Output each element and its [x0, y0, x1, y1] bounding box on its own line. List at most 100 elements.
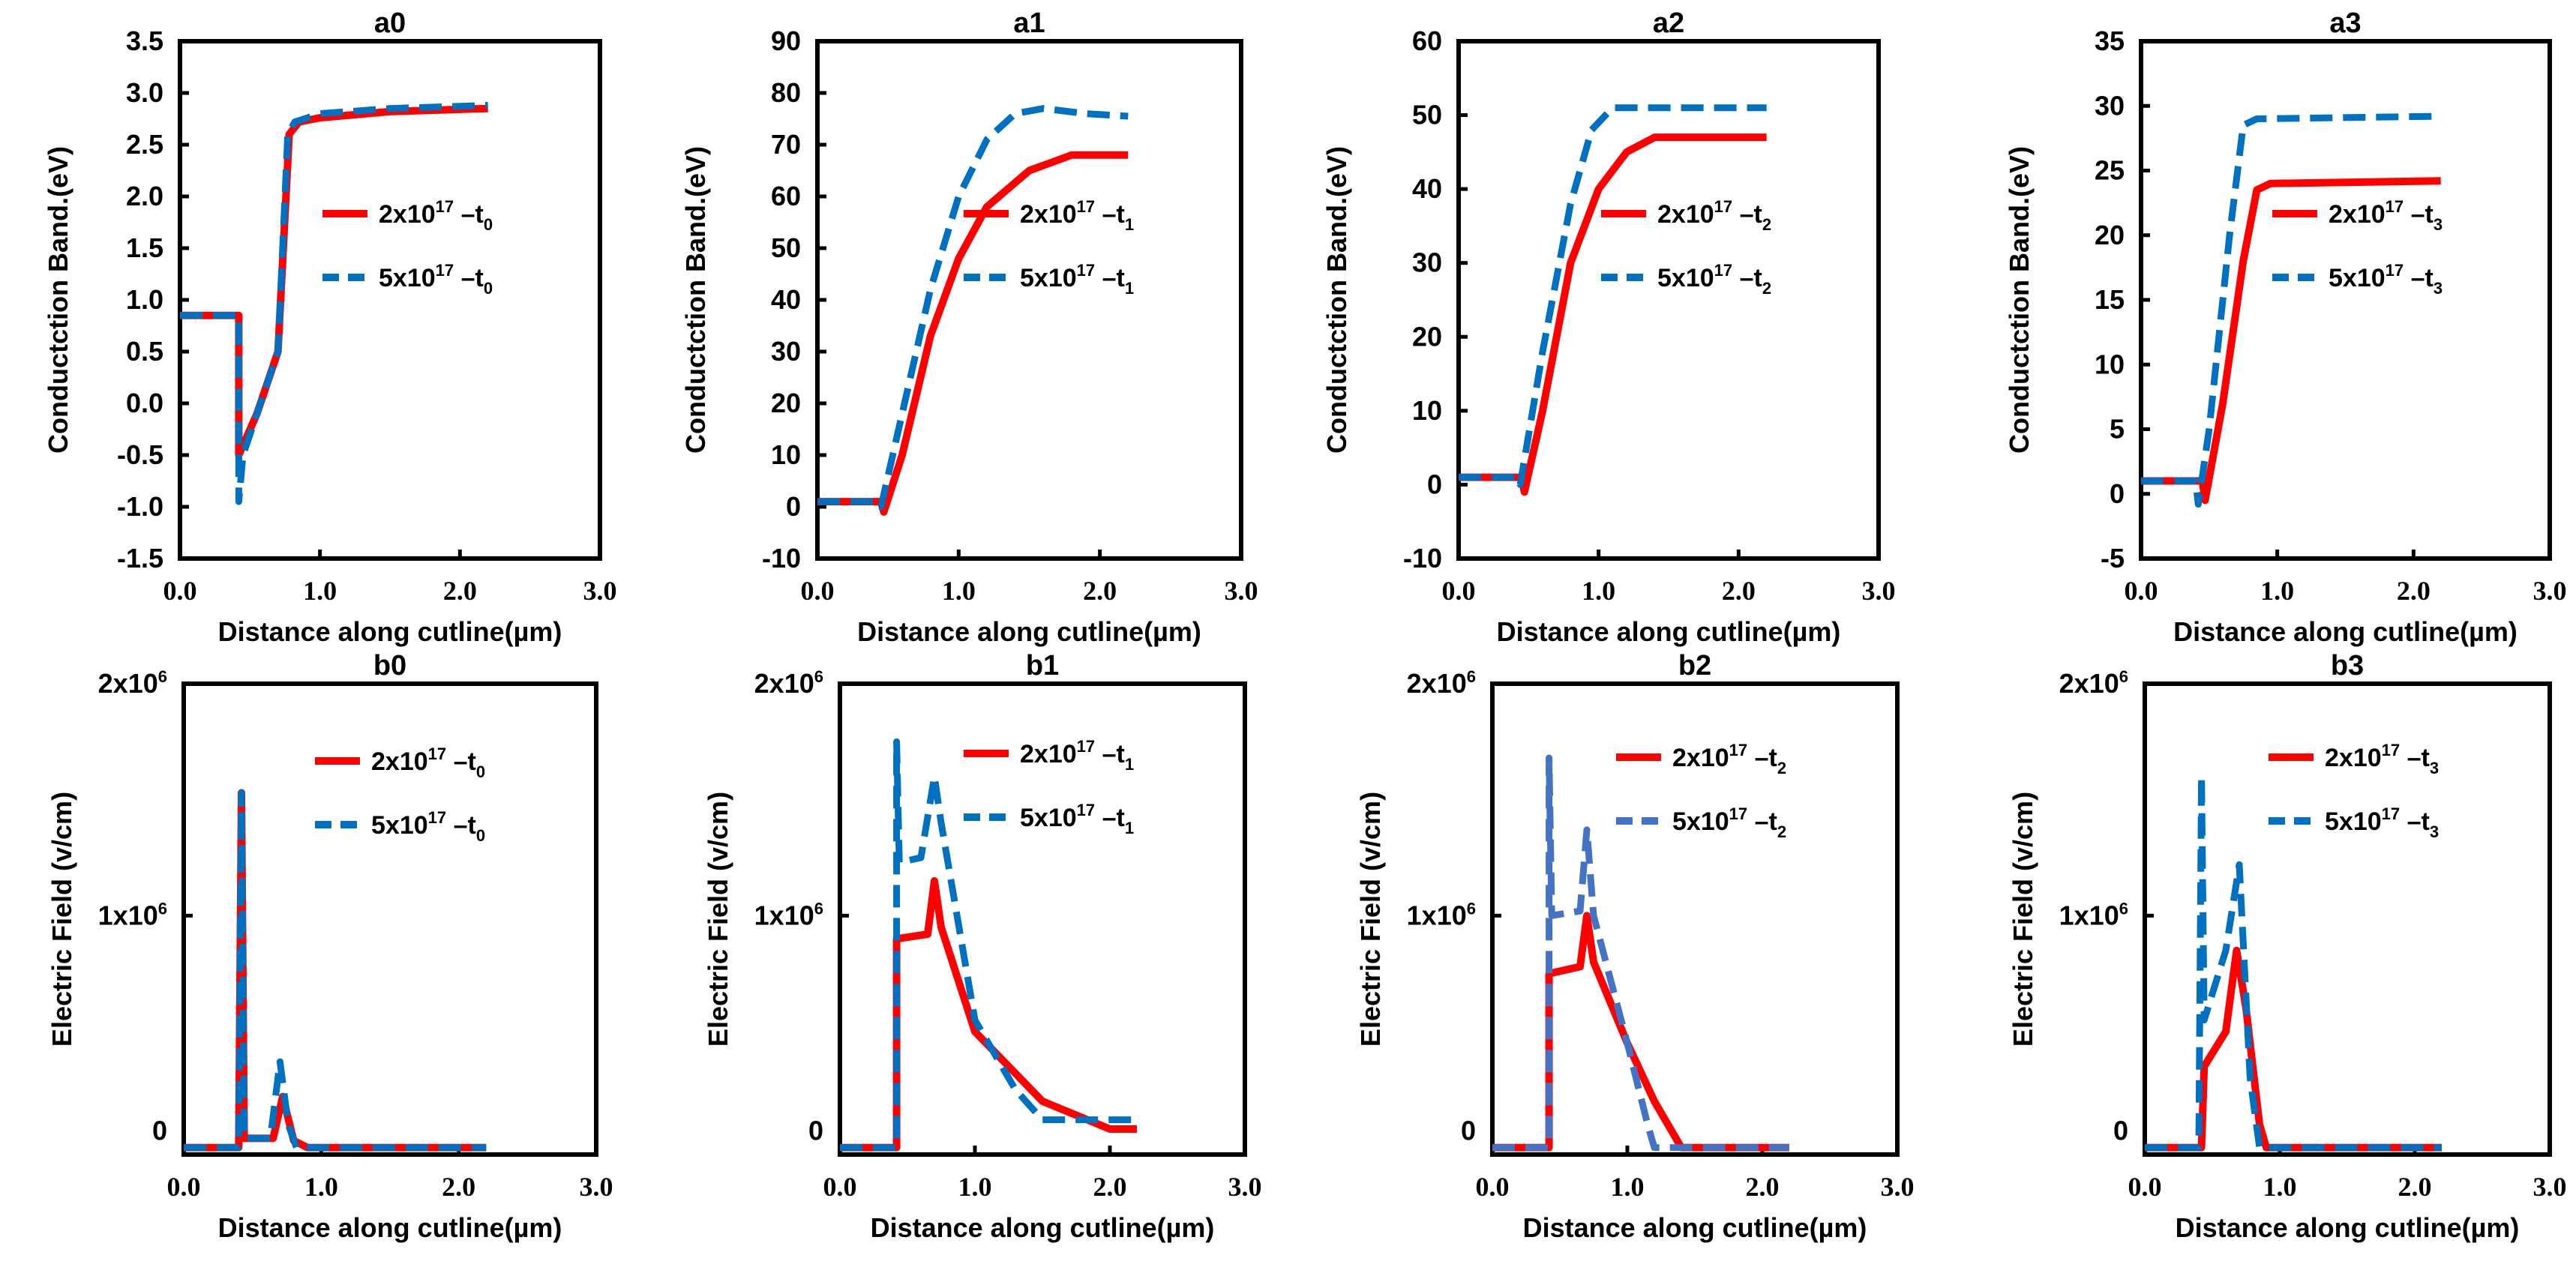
legend-subscript: 0 — [476, 826, 485, 845]
y-tick-base: 0 — [1461, 1116, 1476, 1146]
y-tick-label: 50 — [771, 232, 801, 263]
y-tick-label: -5 — [2101, 543, 2125, 574]
legend-suffix: –t — [1095, 200, 1125, 229]
legend-suffix: –t — [1732, 200, 1762, 229]
legend-subscript: 3 — [2434, 215, 2443, 234]
legend-suffix: –t — [2404, 200, 2434, 229]
y-tick-label: 15 — [2095, 284, 2125, 315]
legend-exponent: 17 — [2382, 804, 2400, 823]
legend-base: 5x10 — [1020, 264, 1077, 292]
y-tick-base: 2x10 — [98, 668, 158, 699]
legend-base: 5x10 — [379, 264, 436, 292]
x-axis-label: Distance along cutline(µm) — [871, 1212, 1215, 1243]
y-tick-label: -10 — [1403, 543, 1442, 574]
series-line-2e17 — [1492, 912, 1789, 1152]
y-tick-label: 10 — [771, 439, 801, 470]
legend-subscript: 1 — [1125, 755, 1134, 774]
legend-suffix: –t — [454, 264, 484, 292]
y-axis-label: Conductction Band.(eV) — [2004, 146, 2035, 454]
legend-base: 5x10 — [2325, 807, 2382, 836]
legend-exponent: 17 — [436, 261, 454, 280]
y-tick-label: 10 — [2095, 349, 2125, 379]
y-tick-label: 2x106 — [754, 667, 823, 699]
legend-base: 2x10 — [1020, 200, 1077, 229]
x-tick-label: 3.0 — [580, 1172, 613, 1202]
y-tick-label: 20 — [771, 388, 801, 418]
y-tick-label: 1.5 — [126, 232, 163, 263]
panel-a0: a0 0.0 1.0 2.0 3.0 Distance along cutline(µm)… — [43, 7, 617, 647]
x-tick-label: 1.0 — [942, 576, 976, 606]
series-line-2e17 — [180, 104, 488, 459]
x-tick-label: 0.0 — [1442, 576, 1476, 606]
legend-exponent: 17 — [1714, 261, 1732, 280]
y-axis-label: Electric Field (v/cm) — [703, 792, 733, 1047]
y-tick-label: 1x106 — [754, 899, 823, 930]
panel-a1: a1 0.0 1.0 2.0 3.0 Distance along cutline(µm)… — [680, 7, 1258, 647]
chart-title: b2 — [1678, 650, 1711, 681]
x-tick-label: 2.0 — [1093, 1172, 1127, 1202]
legend-suffix: –t — [1095, 804, 1125, 832]
y-tick-label: 60 — [771, 181, 801, 211]
y-tick-exponent: 6 — [814, 899, 823, 918]
chart-title: a0 — [374, 7, 406, 39]
legend-base: 2x10 — [2325, 744, 2382, 772]
y-tick-label: 0.0 — [126, 388, 163, 418]
x-tick-label: 3.0 — [1881, 1172, 1915, 1202]
legend-label: 5x1017 –t3 — [2329, 261, 2443, 298]
legend-exponent: 17 — [428, 808, 446, 827]
chart-title: a2 — [1653, 7, 1684, 39]
x-axis-label: Distance along cutline(µm) — [218, 616, 562, 647]
legend-suffix: –t — [1095, 264, 1125, 292]
legend-suffix: –t — [446, 747, 476, 776]
y-tick-label: 1x106 — [1407, 899, 1476, 930]
series-line-5e17 — [180, 102, 488, 505]
x-tick-label: 2.0 — [442, 1172, 475, 1202]
legend-subscript: 1 — [1125, 279, 1134, 298]
y-tick-label: 20 — [2095, 220, 2125, 250]
legend-suffix: –t — [2400, 744, 2430, 772]
legend-base: 2x10 — [371, 747, 428, 776]
legend-base: 2x10 — [1657, 200, 1714, 229]
plot-frame — [1490, 681, 1900, 1157]
legend-subscript: 0 — [476, 762, 485, 781]
legend-label: 2x1017 –t3 — [2325, 741, 2439, 777]
x-axis-label: Distance along cutline(µm) — [2176, 1212, 2520, 1243]
plot-frame — [1456, 39, 1881, 561]
panel-b1: b1 0.0 1.0 2.0 3.0 Distance along cutline(µm)… — [703, 650, 1262, 1243]
x-axis-label: Distance along cutline(µm) — [218, 1212, 562, 1243]
y-tick-label: 0 — [1427, 469, 1442, 499]
x-tick-label: 0.0 — [1476, 1172, 1510, 1202]
y-tick-label: 40 — [1412, 173, 1442, 204]
y-axis-label: Conductction Band.(eV) — [43, 146, 73, 454]
series-line-5e17 — [184, 789, 487, 1152]
y-tick-label: 2.5 — [126, 129, 163, 160]
series-line-2e17 — [2141, 177, 2441, 505]
panel-b0: b0 0.0 1.0 2.0 3.0 Distance along cutline(µm)… — [46, 650, 613, 1243]
y-tick-label: 30 — [771, 336, 801, 367]
legend-exponent: 17 — [1714, 197, 1732, 216]
series-line-2e17 — [184, 789, 487, 1152]
x-tick-label: 3.0 — [1225, 576, 1258, 606]
legend-label: 5x1017 –t2 — [1672, 804, 1786, 841]
legend-suffix: –t — [1095, 740, 1125, 768]
legend-exponent: 17 — [1729, 741, 1747, 759]
series-line-2e17 — [2145, 946, 2442, 1152]
legend-subscript: 2 — [1762, 279, 1771, 298]
plot-frame — [2143, 681, 2552, 1157]
legend-subscript: 3 — [2430, 822, 2439, 841]
y-tick-label: 1x106 — [2059, 899, 2128, 930]
series-line-5e17 — [2141, 112, 2441, 508]
legend-exponent: 17 — [428, 744, 446, 763]
x-tick-label: 2.0 — [443, 576, 477, 606]
y-axis-label: Electric Field (v/cm) — [2008, 792, 2038, 1047]
legend-suffix: –t — [1732, 264, 1762, 292]
y-tick-label: 50 — [1412, 100, 1442, 130]
legend-exponent: 17 — [2382, 741, 2400, 759]
legend-exponent: 17 — [1077, 261, 1095, 280]
y-tick-base: 1x10 — [1407, 900, 1467, 930]
legend-base: 5x10 — [1657, 264, 1714, 292]
y-tick-label: -1.0 — [117, 491, 163, 522]
series-line-5e17 — [2145, 773, 2442, 1152]
legend-label: 2x1017 –t0 — [379, 197, 493, 234]
legend-label: 2x1017 –t0 — [371, 744, 485, 781]
